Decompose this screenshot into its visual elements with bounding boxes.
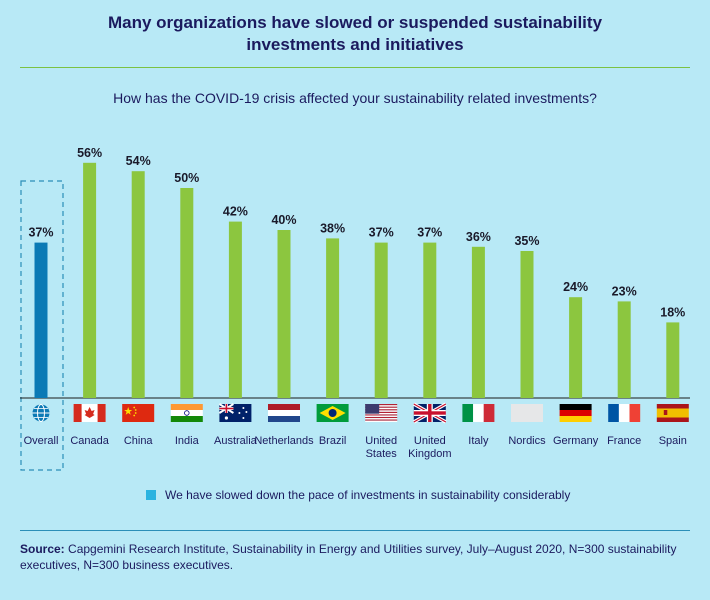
category-label-united-states-line-2: States [366, 448, 398, 460]
value-label-canada: 56% [77, 146, 102, 160]
usa-flag-icon [365, 404, 398, 422]
bar-overall [34, 242, 48, 398]
bar-germany [569, 297, 583, 398]
category-label-brazil: Brazil [319, 435, 347, 447]
bar-nordics [520, 251, 534, 398]
value-label-united-states: 37% [369, 226, 394, 240]
value-label-italy: 36% [466, 230, 491, 244]
chart-title-line-1: Many organizations have slowed or suspen… [107, 13, 603, 32]
bar-france [617, 301, 631, 398]
bar-united-kingdom [423, 242, 437, 398]
spain-flag-icon [656, 404, 689, 422]
value-label-australia: 42% [223, 205, 248, 219]
category-label-india: India [175, 435, 200, 447]
value-label-united-kingdom: 37% [417, 226, 442, 240]
chart-title: Many organizations have slowed or suspen… [0, 12, 710, 56]
value-label-nordics: 35% [514, 234, 539, 248]
value-label-overall: 37% [28, 226, 53, 240]
overall-highlight-box [20, 180, 64, 471]
bar-india [180, 188, 194, 398]
italy-flag-icon [462, 404, 495, 422]
category-label-united-states-line-1: United [365, 435, 397, 447]
value-label-france: 23% [612, 284, 637, 298]
bar-brazil [326, 238, 340, 398]
category-label-italy: Italy [468, 435, 489, 447]
category-label-overall: Overall [24, 435, 59, 447]
chart-title-line-2: investments and initiatives [246, 35, 464, 54]
source-label: Source: [20, 542, 65, 556]
category-label-germany: Germany [553, 435, 599, 447]
category-label-canada: Canada [70, 435, 109, 447]
nordics-flag-icon [511, 404, 543, 422]
category-label-nordics: Nordics [508, 435, 546, 447]
category-label-united-kingdom-line-2: Kingdom [408, 448, 451, 460]
category-label-spain: Spain [659, 435, 687, 447]
legend-label: We have slowed down the pace of investme… [165, 488, 571, 502]
canada-flag-icon [73, 404, 106, 422]
china-flag-icon [122, 404, 155, 422]
chart-question: How has the COVID-19 crisis affected you… [113, 90, 597, 106]
brazil-flag-icon [316, 404, 349, 422]
source-note: Source: Capgemini Research Institute, Su… [20, 541, 690, 573]
value-label-germany: 24% [563, 280, 588, 294]
category-label-united-kingdom-line-1: United [414, 435, 446, 447]
france-flag-icon [608, 404, 641, 422]
value-label-india: 50% [174, 171, 199, 185]
category-label-france: France [607, 435, 641, 447]
legend-swatch [146, 490, 156, 500]
bar-netherlands [277, 230, 291, 398]
bar-australia [228, 221, 242, 398]
germany-flag-icon [559, 404, 592, 422]
india-flag-icon [170, 404, 203, 422]
bottom-divider [20, 530, 690, 531]
bar-canada [83, 162, 97, 398]
bar-chart: 37% Overall 56% Canada 54% China 50% India 42% Au… [20, 146, 690, 471]
uk-flag-icon [412, 402, 447, 424]
value-label-spain: 18% [660, 305, 685, 319]
category-label-netherlands: Netherlands [254, 435, 314, 447]
value-label-brazil: 38% [320, 221, 345, 235]
category-label-china: China [124, 435, 154, 447]
value-label-netherlands: 40% [271, 213, 296, 227]
value-label-china: 54% [126, 154, 151, 168]
netherlands-flag-icon [268, 404, 300, 422]
globe-icon [32, 404, 50, 422]
bar-united-states [374, 242, 388, 398]
source-text: Capgemini Research Institute, Sustainabi… [20, 542, 677, 572]
bar-spain [666, 322, 680, 398]
bar-china [131, 171, 145, 398]
category-label-australia: Australia [214, 435, 258, 447]
australia-flag-icon [218, 403, 252, 422]
bar-italy [471, 246, 485, 398]
top-divider [20, 67, 690, 68]
legend: We have slowed down the pace of investme… [146, 488, 570, 502]
